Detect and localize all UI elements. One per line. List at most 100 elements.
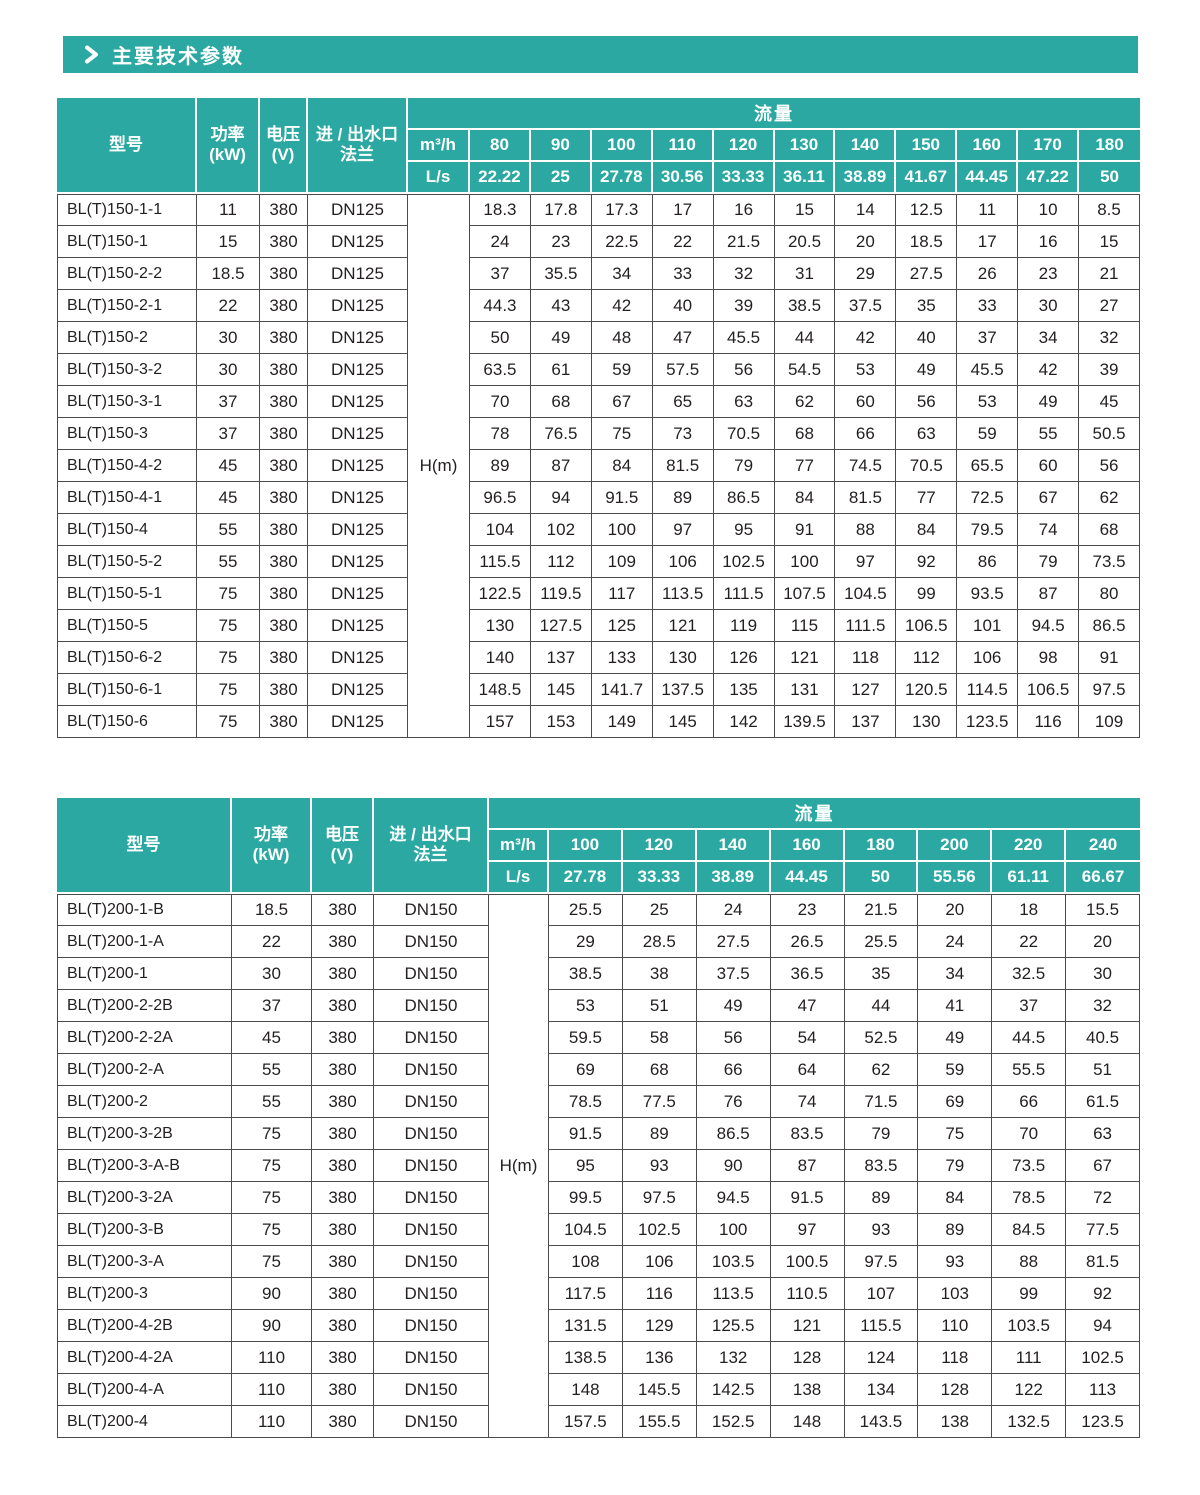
flange-cell: DN150: [374, 1278, 489, 1310]
flange-cell: DN150: [374, 1406, 489, 1438]
table-row: BL(T)200-3-B 75 380 DN150 104.5 102.5 100 97 93 8…: [57, 1214, 1140, 1246]
head-value-cell: 128: [918, 1374, 993, 1406]
voltage-cell: 380: [312, 958, 374, 990]
head-value-cell: 127.5: [530, 610, 592, 642]
voltage-cell: 380: [312, 1406, 374, 1438]
table-row: BL(T)200-3-2A 75 380 DN150 99.5 97.5 94.5 91.5 8…: [57, 1182, 1140, 1214]
head-value-cell: 137: [835, 706, 897, 738]
head-value-cell: 68: [1079, 514, 1140, 546]
head-value-cell: 79: [844, 1118, 919, 1150]
power-cell: 110: [232, 1374, 312, 1406]
head-value-cell: 149: [591, 706, 653, 738]
table-row: BL(T)200-4-2B 90 380 DN150 131.5 129 125.5 121 1…: [57, 1310, 1140, 1342]
table-row: BL(T)200-2-2A 45 380 DN150 59.5 58 56 54 52.5 49 4…: [57, 1022, 1140, 1054]
model-cell: BL(T)200-3-2A: [57, 1182, 232, 1214]
head-value-cell: 148: [770, 1406, 845, 1438]
head-value-cell: 112: [530, 546, 592, 578]
head-value-cell: 83.5: [844, 1150, 919, 1182]
head-value-cell: 89: [470, 450, 531, 482]
power-cell: 55: [197, 546, 260, 578]
head-value-cell: 109: [1079, 706, 1140, 738]
head-value-cell: 51: [622, 990, 697, 1022]
head-value-cell: 118: [835, 642, 897, 674]
head-value-cell: 107: [844, 1278, 919, 1310]
head-value-cell: 29: [549, 926, 623, 958]
unit-header-ls: L/s: [408, 162, 470, 194]
head-value-cell: 37: [957, 322, 1019, 354]
section-title-bar: 主要技术参数: [63, 36, 1138, 73]
model-cell: BL(T)200-3: [57, 1278, 232, 1310]
head-value-cell: 103: [918, 1278, 993, 1310]
head-value-cell: 86.5: [696, 1118, 771, 1150]
head-value-cell: 49: [918, 1022, 993, 1054]
head-value-cell: 41: [918, 990, 993, 1022]
spec-table-bl150: 型号 功率 (kW) 电压 (V) 进 / 出水口 法兰 流量 m³/h 80 90 100 11…: [57, 98, 1140, 738]
head-value-cell: 96.5: [470, 482, 531, 514]
model-cell: BL(T)150-1-1: [57, 194, 197, 226]
head-value-cell: 133: [591, 642, 653, 674]
voltage-cell: 380: [260, 258, 308, 290]
head-value-cell: 45: [1079, 386, 1140, 418]
head-value-cell: 44: [774, 322, 836, 354]
head-value-cell: 47: [770, 990, 845, 1022]
head-value-cell: 113: [1066, 1374, 1140, 1406]
head-value-cell: 21.5: [844, 894, 919, 926]
head-value-cell: 63: [1066, 1118, 1140, 1150]
head-value-cell: 110: [918, 1310, 993, 1342]
head-value-cell: 100: [774, 546, 836, 578]
table-row: BL(T)200-2-A 55 380 DN150 69 68 66 64 62 59 55.5 51: [57, 1054, 1140, 1086]
head-value-cell: 138.5: [549, 1342, 623, 1374]
flow-value-header: 27.78: [549, 862, 623, 894]
voltage-cell: 380: [260, 514, 308, 546]
head-value-cell: 50.5: [1079, 418, 1140, 450]
flange-cell: DN150: [374, 1214, 489, 1246]
flow-value-header: 150: [896, 130, 958, 162]
voltage-cell: 380: [312, 1278, 374, 1310]
head-value-cell: 139.5: [774, 706, 836, 738]
head-value-cell: 129: [622, 1310, 697, 1342]
head-value-cell: 86.5: [713, 482, 775, 514]
flange-cell: DN125: [308, 290, 408, 322]
head-value-cell: 50: [470, 322, 531, 354]
head-value-cell: 30: [1018, 290, 1080, 322]
table-row: BL(T)200-1 30 380 DN150 38.5 38 37.5 36.5 35 34 32…: [57, 958, 1140, 990]
voltage-cell: 380: [260, 386, 308, 418]
table-row: BL(T)200-4-A 110 380 DN150 148 145.5 142.5 138 1…: [57, 1374, 1140, 1406]
model-cell: BL(T)150-3-2: [57, 354, 197, 386]
head-value-cell: 94: [1066, 1310, 1140, 1342]
voltage-cell: 380: [260, 226, 308, 258]
head-value-cell: 31: [774, 258, 836, 290]
head-value-cell: 63: [896, 418, 958, 450]
head-value-cell: 73.5: [992, 1150, 1067, 1182]
head-value-cell: 79: [918, 1150, 993, 1182]
flange-cell: DN150: [374, 1310, 489, 1342]
head-value-cell: 99: [896, 578, 958, 610]
head-value-cell: 153: [530, 706, 592, 738]
voltage-cell: 380: [312, 1182, 374, 1214]
power-cell: 45: [197, 450, 260, 482]
head-value-cell: 119.5: [530, 578, 592, 610]
chevron-right-icon: [84, 45, 99, 64]
head-value-cell: 25.5: [844, 926, 919, 958]
power-cell: 75: [197, 642, 260, 674]
head-value-cell: 83.5: [770, 1118, 845, 1150]
head-value-cell: 100.5: [770, 1246, 845, 1278]
flow-value-header: 55.56: [918, 862, 993, 894]
power-cell: 55: [232, 1054, 312, 1086]
head-value-cell: 122: [992, 1374, 1067, 1406]
head-value-cell: 49: [896, 354, 958, 386]
head-value-cell: 76.5: [530, 418, 592, 450]
power-cell: 45: [197, 482, 260, 514]
flow-value-header: 38.89: [835, 162, 897, 194]
head-value-cell: 102.5: [622, 1214, 697, 1246]
head-value-cell: 55.5: [992, 1054, 1067, 1086]
head-value-cell: 113.5: [696, 1278, 771, 1310]
voltage-cell: 380: [260, 418, 308, 450]
flange-cell: DN150: [374, 1246, 489, 1278]
head-value-cell: 123.5: [957, 706, 1019, 738]
flange-cell: DN150: [374, 1054, 489, 1086]
power-cell: 75: [197, 578, 260, 610]
flow-value-header: 38.89: [696, 862, 771, 894]
table-row: BL(T)200-1-A 22 380 DN150 29 28.5 27.5 26.5 25.5…: [57, 926, 1140, 958]
flow-value-header: 33.33: [622, 862, 697, 894]
